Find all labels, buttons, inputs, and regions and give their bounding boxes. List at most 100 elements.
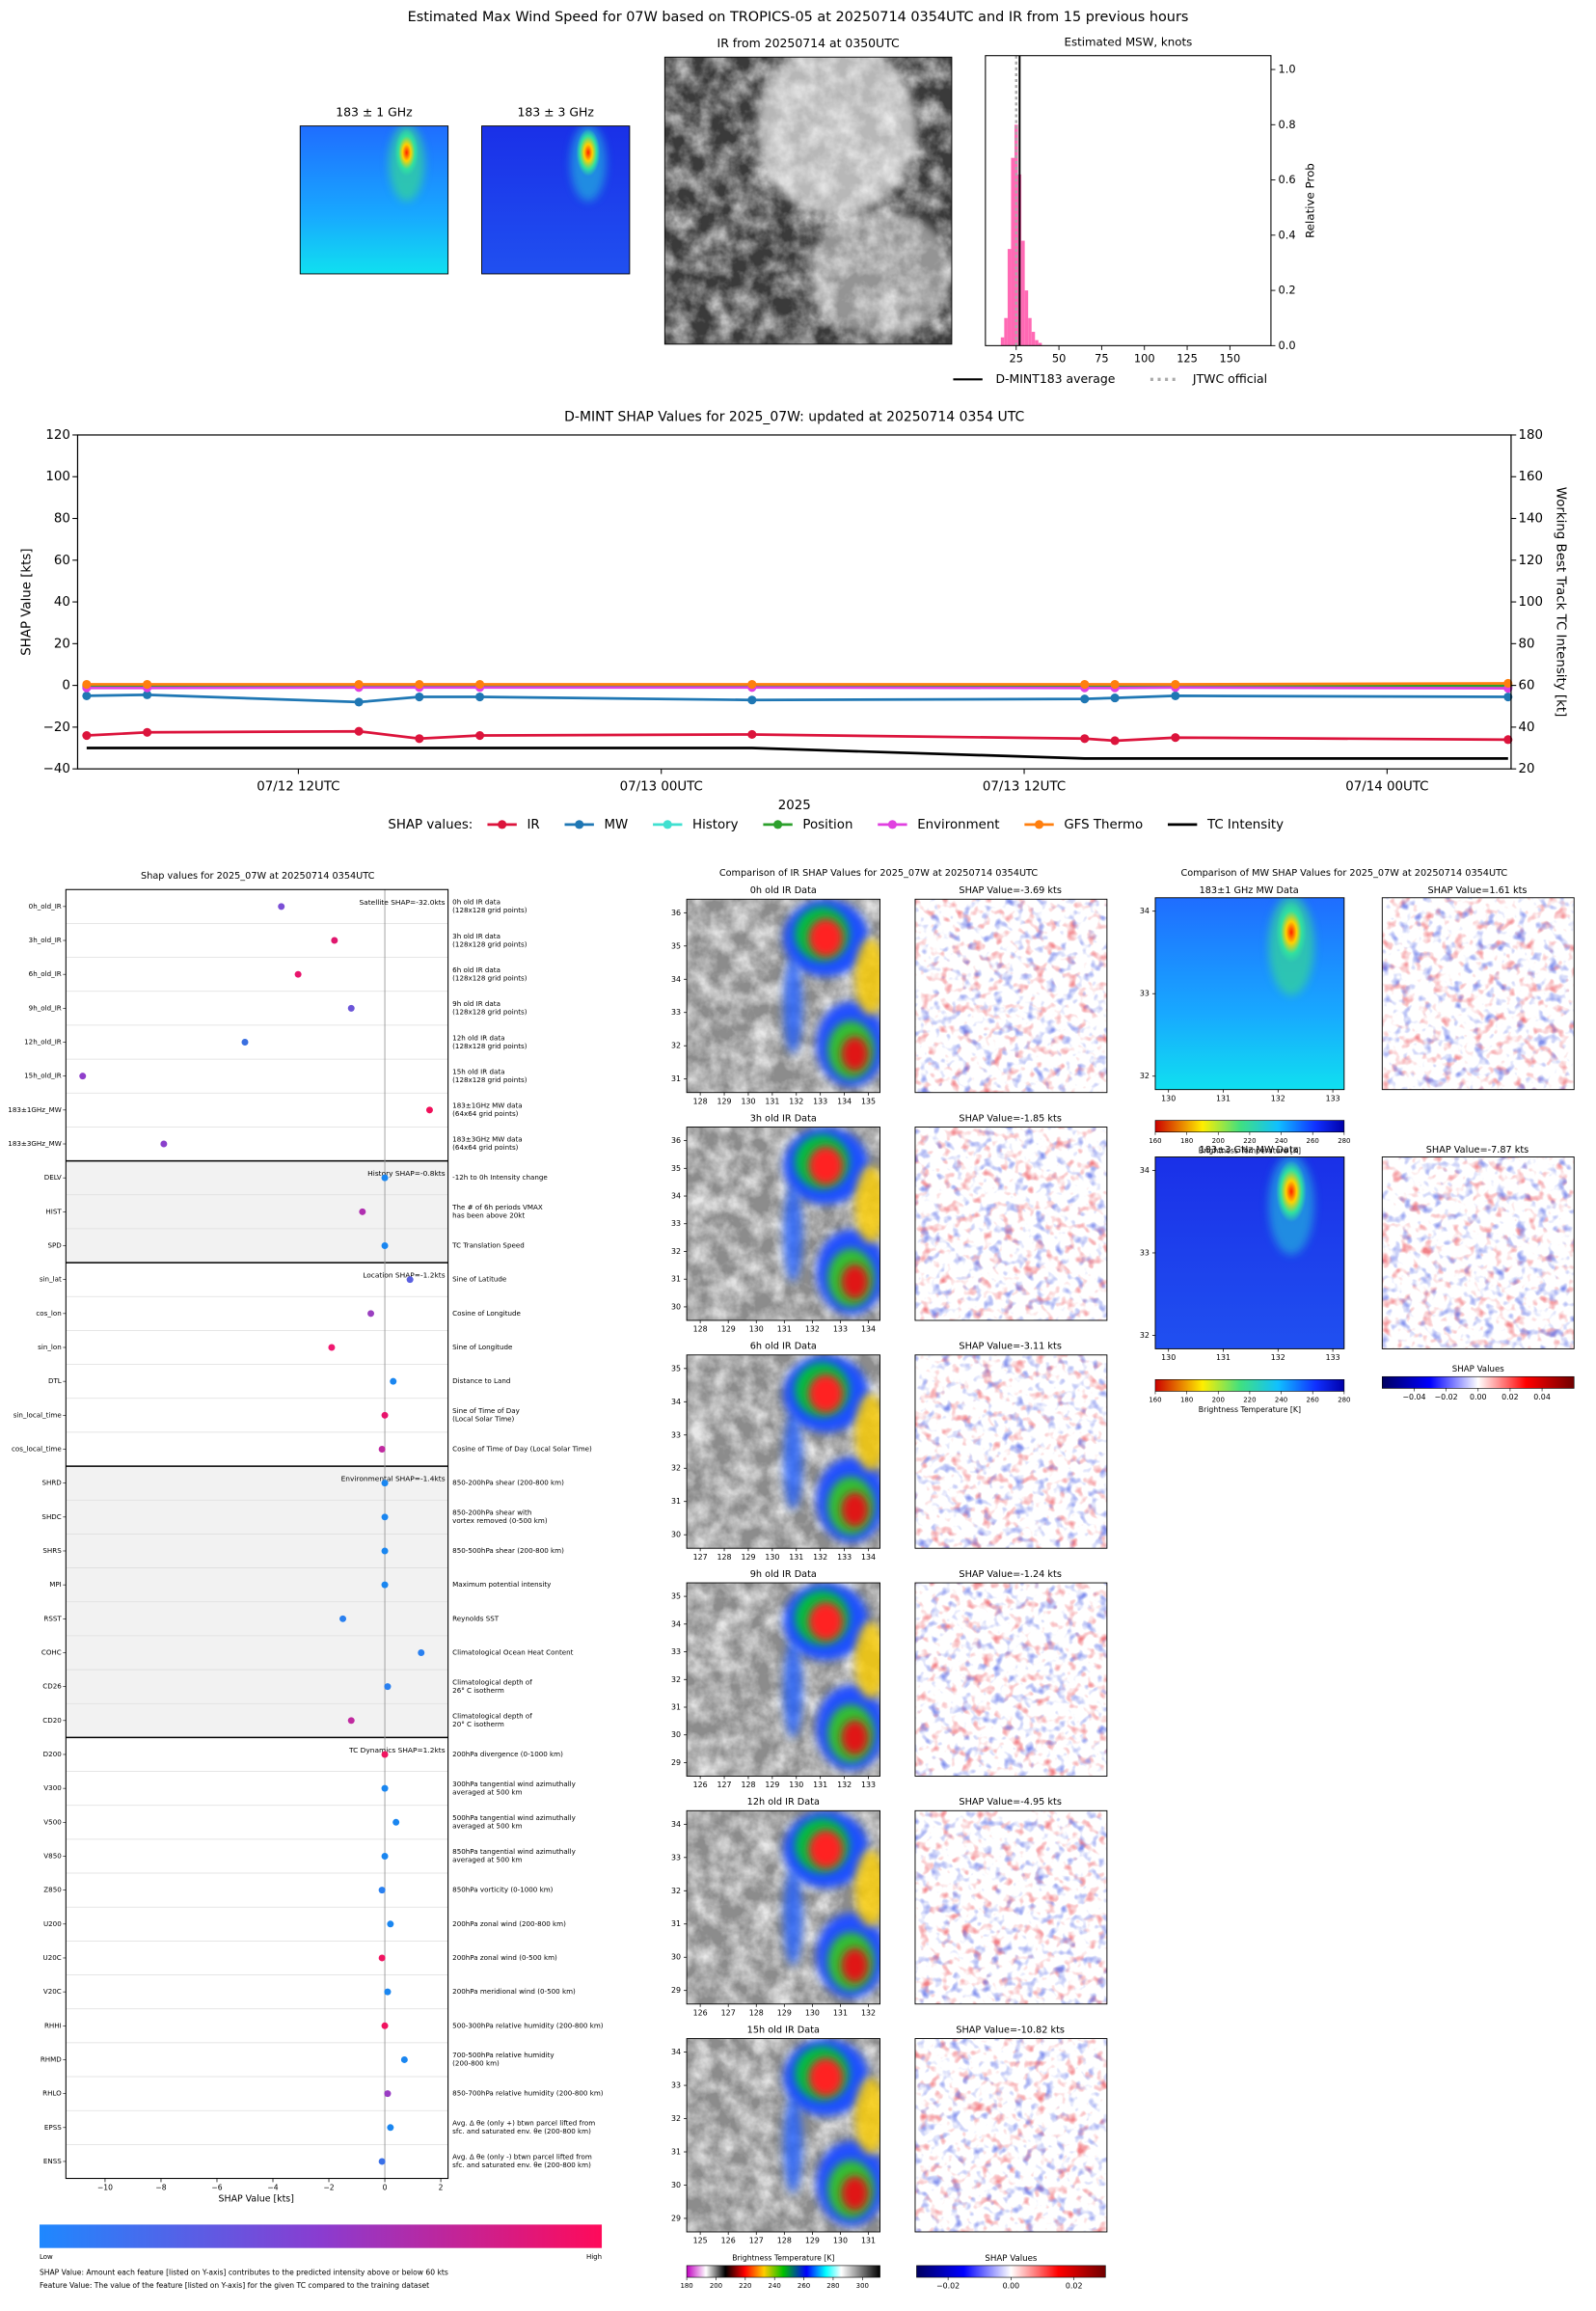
lon-tick-label: 127: [749, 2237, 764, 2245]
lon-tick-label: 132: [837, 1781, 852, 1789]
series-marker: [1080, 679, 1090, 690]
feature-description: (200-800 km): [452, 2059, 500, 2068]
feature-description: 26° C isotherm: [452, 1686, 504, 1695]
cloud: [841, 1264, 869, 1299]
shap-dot: [359, 1208, 366, 1215]
series-marker: [415, 734, 424, 744]
lon-tick-label: 126: [693, 2008, 708, 2017]
feature-description: sfc. and saturated env. θe (200-800 km): [452, 2127, 591, 2135]
category-label: RHLO: [42, 2089, 62, 2098]
cloud: [783, 1868, 803, 1966]
mw-field: [481, 125, 630, 274]
lon-tick-label: 133: [1326, 1094, 1340, 1102]
category-label: sin_local_time: [14, 1410, 62, 1419]
lon-tick-label: 128: [741, 1781, 755, 1789]
feature-description: 6h old IR data: [452, 965, 500, 974]
lon-tick-label: 132: [789, 1097, 803, 1105]
y2-tick-label: 20: [1519, 762, 1535, 776]
feature-description: Reynolds SST: [452, 1614, 500, 1622]
lon-tick-label: 130: [805, 2008, 820, 2017]
lon-tick-label: 129: [765, 1781, 779, 1789]
shap-dot: [381, 1751, 389, 1758]
feature-description: sfc. and saturated env. θe (200-800 km): [452, 2161, 591, 2169]
category-label: RSST: [43, 1614, 62, 1622]
shap-dot: [381, 1784, 389, 1792]
category-label: RHMD: [41, 2054, 62, 2063]
legend-marker: [887, 820, 897, 829]
lon-tick-label: 131: [1216, 1353, 1231, 1362]
chart-title: D-MINT SHAP Values for 2025_07W: updated…: [564, 410, 1024, 425]
series-line: [86, 686, 1508, 691]
image-title: SHAP Value=-1.24 kts: [959, 1569, 1061, 1580]
lon-tick-label: 133: [861, 1781, 876, 1789]
panel-title: Comparison of IR SHAP Values for 2025_07…: [719, 868, 1039, 879]
image-frame: [914, 1809, 1108, 2005]
legend-label: TC Intensity: [1206, 818, 1284, 832]
feature-description: 9h old IR data: [452, 999, 500, 1008]
shap-dot: [418, 1648, 425, 1656]
image-title: SHAP Value=-7.87 kts: [1426, 1145, 1528, 1156]
lon-tick-label: 129: [805, 2237, 820, 2245]
category-label: DTL: [48, 1376, 62, 1385]
image-frame: [914, 2038, 1108, 2233]
category-label: 12h_old_IR: [24, 1038, 62, 1047]
lat-tick-label: 35: [671, 1364, 681, 1373]
histogram-bar: [1028, 317, 1032, 346]
cloud: [854, 938, 880, 1016]
shap-image: [914, 1127, 1107, 1320]
feature-description: 200hPa zonal wind (0-500 km): [452, 1953, 557, 1962]
series-marker: [82, 679, 92, 690]
feature-description: Maximum potential intensity: [452, 1580, 551, 1589]
lat-tick-label: 33: [671, 1219, 681, 1228]
shap-dot: [384, 1683, 392, 1691]
category-label: SHRD: [41, 1479, 62, 1487]
colorbar-tick-label: 200: [1212, 1137, 1225, 1145]
category-label: DELV: [44, 1173, 62, 1182]
shap-dot: [400, 2055, 408, 2063]
colorbar-label: Brightness Temperature [K]: [1199, 1146, 1301, 1155]
histogram-bar: [1004, 317, 1008, 346]
legend-label: GFS Thermo: [1064, 818, 1143, 832]
shap-blue: [914, 1354, 1107, 1549]
shap-dot: [381, 1411, 389, 1419]
cloud: [808, 1146, 844, 1185]
lat-tick-label: 33: [671, 1430, 681, 1439]
shap-dot: [381, 1513, 389, 1521]
x-tick-label: 75: [1095, 352, 1108, 366]
shap-dot: [381, 2022, 389, 2029]
lat-tick-label: 34: [671, 975, 681, 984]
lon-tick-label: 127: [693, 1553, 708, 1562]
series-marker: [475, 730, 485, 741]
lon-tick-label: 130: [1161, 1353, 1176, 1362]
colorbar-label: Brightness Temperature [K]: [732, 2253, 834, 2262]
lon-tick-label: 131: [789, 1553, 803, 1562]
image-frame: [686, 898, 880, 1094]
shap-dot: [294, 970, 302, 978]
image-title: SHAP Value=-3.69 kts: [959, 885, 1061, 896]
legend-label: Position: [802, 818, 852, 832]
cloud: [783, 957, 803, 1054]
colorbar-tick-label: 200: [710, 2282, 722, 2290]
lon-tick-label: 130: [741, 1097, 755, 1105]
ir-image: [687, 1127, 880, 1320]
shap-dot: [378, 1954, 386, 1962]
lat-tick-label: 34: [671, 1619, 681, 1628]
x-tick-label: −2: [323, 2183, 334, 2191]
colorbar-tick-label: 220: [1243, 1397, 1256, 1404]
feature-description: vortex removed (0-500 km): [452, 1516, 548, 1525]
category-label: ENSS: [43, 2157, 62, 2165]
lon-tick-label: 128: [777, 2237, 792, 2245]
colorbar-tick-label: 0.02: [1066, 2282, 1083, 2291]
plot-frame: [76, 434, 1512, 770]
colorbar-low: Low: [40, 2253, 53, 2261]
feature-description: Sine of Longitude: [452, 1343, 512, 1351]
shap-dot: [392, 1818, 400, 1826]
colorbar-tick-label: 0.02: [1501, 1393, 1519, 1401]
cloud: [841, 1492, 869, 1528]
x-tick-label: −6: [211, 2183, 222, 2191]
group-label: Location SHAP=-1.2kts: [363, 1271, 446, 1280]
lat-tick-label: 31: [671, 1497, 681, 1506]
y2-tick-label: 40: [1519, 720, 1535, 735]
shap-blue: [1382, 1156, 1575, 1349]
lat-tick-label: 33: [1140, 990, 1150, 998]
